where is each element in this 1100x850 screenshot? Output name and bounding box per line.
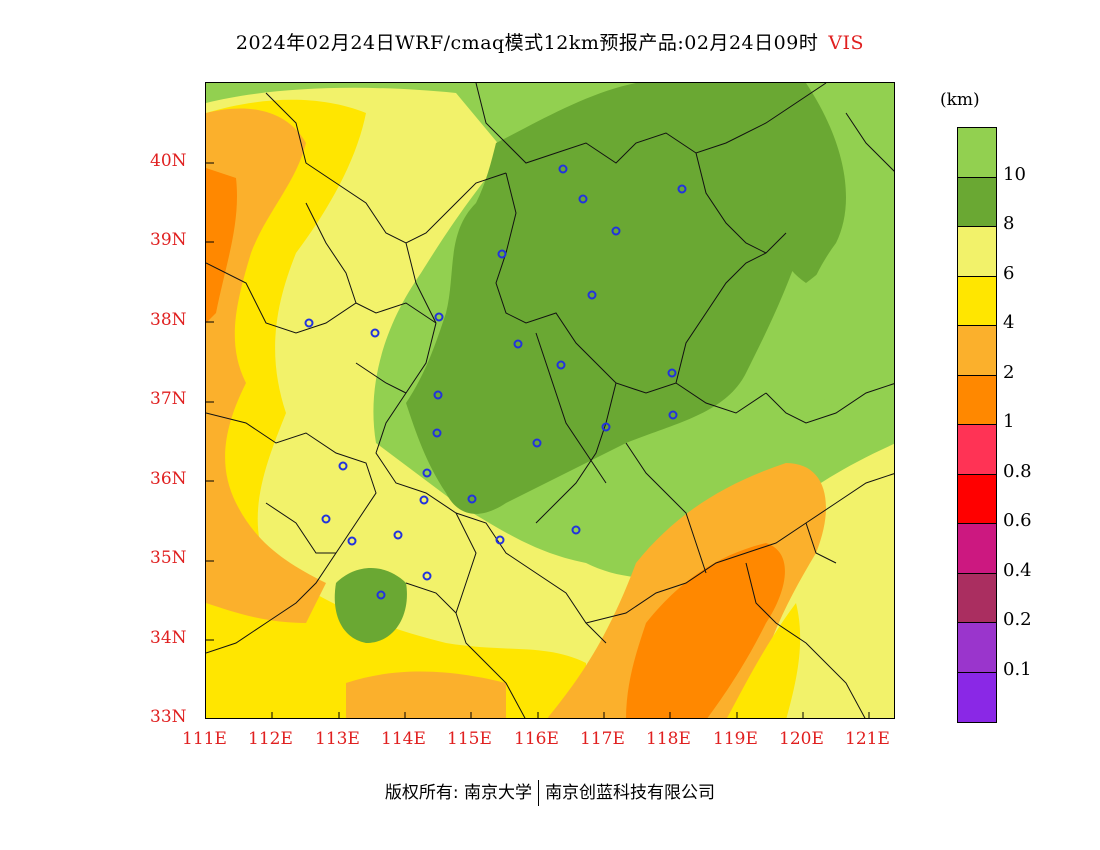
company-text: 南京创蓝科技有限公司 <box>545 783 716 803</box>
legend-label: 0.4 <box>1003 559 1032 581</box>
lat-label-39n: 39N <box>150 230 187 250</box>
legend-label: 0.6 <box>1003 510 1032 531</box>
legend-label: 0.8 <box>1003 460 1032 482</box>
title-main: 2024年02月24日WRF/cmaq模式12km预报产品:02月24日09时 <box>235 32 819 54</box>
lon-label-113e: 113E <box>315 729 360 749</box>
legend-swatch <box>958 276 996 326</box>
lon-label-118e: 118E <box>646 729 691 749</box>
lat-label-34n: 34N <box>150 628 187 648</box>
copyright-text: 版权所有: 南京大学 <box>384 783 533 803</box>
lon-label-114e: 114E <box>381 729 426 749</box>
field-orange-south <box>346 671 506 718</box>
footer-separator <box>538 780 540 806</box>
color-legend <box>957 127 997 723</box>
legend-swatch <box>958 425 996 475</box>
title-variable: VIS <box>828 32 865 54</box>
lat-label-37n: 37N <box>150 389 187 409</box>
legend-label: 4 <box>1003 312 1015 333</box>
map-title: 2024年02月24日WRF/cmaq模式12km预报产品:02月24日09时 V… <box>0 28 1100 55</box>
lat-label-33n: 33N <box>150 707 187 727</box>
lat-label-38n: 38N <box>150 310 187 330</box>
legend-swatch <box>958 128 996 178</box>
lon-label-121e: 121E <box>845 729 890 749</box>
legend-swatch <box>958 177 996 227</box>
legend-label: 2 <box>1003 361 1015 383</box>
legend-swatch <box>958 326 996 376</box>
field-darkgreen-center <box>406 83 810 514</box>
legend-swatch <box>958 227 996 277</box>
legend-label: 0.2 <box>1003 609 1032 630</box>
lon-label-117e: 117E <box>580 729 625 749</box>
legend-swatch <box>958 474 996 524</box>
legend-swatch <box>958 573 996 623</box>
legend-swatch <box>958 672 996 722</box>
field-lightgreen-east <box>798 83 894 442</box>
lon-label-119e: 119E <box>713 729 758 749</box>
legend-swatch <box>958 524 996 574</box>
visibility-map <box>205 82 895 719</box>
legend-label: 0.1 <box>1003 658 1032 680</box>
legend-label: 1 <box>1003 411 1015 432</box>
field-yellow-west <box>206 87 894 718</box>
lon-label-115e: 115E <box>447 729 492 749</box>
legend-swatch <box>958 375 996 425</box>
admin-boundaries <box>206 83 894 718</box>
lat-label-35n: 35N <box>150 548 187 568</box>
city-markers <box>304 164 687 600</box>
lat-label-40n: 40N <box>150 151 187 171</box>
legend-label: 10 <box>1003 163 1026 185</box>
lon-label-120e: 120E <box>779 729 824 749</box>
lon-label-112e: 112E <box>248 729 293 749</box>
legend-unit: (km) <box>940 90 980 110</box>
legend-label: 8 <box>1003 213 1015 234</box>
lat-label-36n: 36N <box>150 469 187 489</box>
legend-swatch <box>958 623 996 673</box>
footer: 版权所有: 南京大学 南京创蓝科技有限公司 <box>0 778 1100 806</box>
field-darkgreen-sw <box>334 568 407 643</box>
field-yellow-se <box>727 603 801 718</box>
legend-label: 6 <box>1003 262 1015 284</box>
tick-marks <box>206 162 870 718</box>
lon-label-111e: 111E <box>182 729 227 749</box>
field-orange-west-2 <box>206 168 237 323</box>
field-orange-west <box>206 108 326 624</box>
field-orange-se <box>626 543 785 718</box>
lon-label-116e: 116E <box>514 729 559 749</box>
